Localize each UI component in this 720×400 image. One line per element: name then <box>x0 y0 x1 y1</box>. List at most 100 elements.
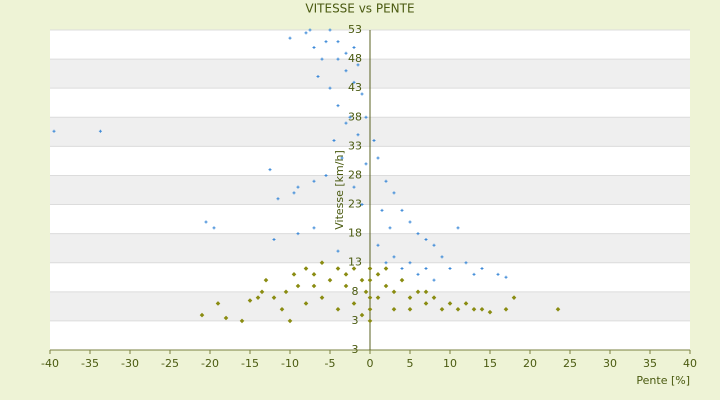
point <box>319 295 325 300</box>
point <box>415 289 421 295</box>
point <box>407 295 413 300</box>
point <box>432 278 436 282</box>
point <box>423 301 429 306</box>
point <box>328 28 332 32</box>
point <box>52 129 56 133</box>
point <box>392 255 396 259</box>
point <box>392 191 396 195</box>
x-tick-label: 15 <box>483 357 497 370</box>
point <box>343 272 349 277</box>
point <box>383 283 389 289</box>
point <box>311 283 317 289</box>
x-tick-label: -35 <box>81 357 99 370</box>
y-tick-label: 28 <box>348 168 362 181</box>
point <box>388 226 392 230</box>
point <box>356 133 360 137</box>
point <box>312 226 316 230</box>
point <box>263 277 269 283</box>
point <box>408 261 412 265</box>
point <box>336 57 340 61</box>
x-tick-label: -40 <box>41 357 59 370</box>
x-tick-label: 5 <box>407 357 414 370</box>
x-tick-label: 0 <box>367 357 374 370</box>
point <box>199 312 205 318</box>
point <box>432 243 436 247</box>
point <box>423 289 429 295</box>
point <box>288 36 292 40</box>
point <box>296 185 300 189</box>
x-tick-label: -20 <box>201 357 219 370</box>
point <box>204 220 208 224</box>
point <box>352 45 356 49</box>
y-tick-label: 23 <box>348 198 362 211</box>
point <box>247 298 253 303</box>
point <box>384 261 388 265</box>
point <box>287 318 293 324</box>
point <box>391 306 397 312</box>
point <box>312 179 316 183</box>
point <box>328 86 332 90</box>
point <box>308 28 312 32</box>
point <box>344 69 348 73</box>
point <box>332 139 336 143</box>
point <box>344 51 348 55</box>
point <box>259 289 265 295</box>
point <box>383 266 389 271</box>
point <box>324 40 328 44</box>
point <box>292 191 296 195</box>
point <box>364 115 368 119</box>
point <box>320 57 324 61</box>
point <box>479 306 485 312</box>
point <box>348 115 352 119</box>
point <box>239 318 245 324</box>
point <box>303 266 309 271</box>
point <box>271 295 277 300</box>
point <box>455 306 461 312</box>
point <box>363 289 369 295</box>
point <box>268 168 272 172</box>
point <box>391 289 397 295</box>
point <box>472 272 476 276</box>
point <box>400 267 404 271</box>
point <box>295 283 301 289</box>
point <box>303 301 309 306</box>
point <box>215 301 221 306</box>
x-tick-label: -25 <box>161 357 179 370</box>
point <box>367 318 373 324</box>
point <box>380 208 384 212</box>
point <box>464 261 468 265</box>
point <box>503 306 509 312</box>
y-tick-label: 8 <box>352 285 359 298</box>
point <box>384 179 388 183</box>
point <box>511 295 517 300</box>
point <box>335 266 341 271</box>
point <box>340 156 344 160</box>
point <box>480 267 484 271</box>
point <box>367 295 373 300</box>
x-axis-title: Pente [%] <box>636 374 690 387</box>
point <box>98 129 102 133</box>
point <box>439 306 445 312</box>
point <box>352 80 356 84</box>
point <box>291 272 297 277</box>
point <box>407 306 413 312</box>
point <box>456 226 460 230</box>
point <box>555 306 561 312</box>
point <box>367 306 373 312</box>
point <box>312 45 316 49</box>
y-tick-label: 53 <box>348 23 362 36</box>
x-tick-label: 40 <box>683 357 697 370</box>
x-tick-label: -15 <box>241 357 259 370</box>
y-tick-label: 43 <box>348 81 362 94</box>
point <box>364 162 368 166</box>
point <box>279 306 285 312</box>
point <box>327 277 333 283</box>
point <box>504 275 508 279</box>
point <box>360 92 364 96</box>
point <box>335 306 341 312</box>
y-tick-label: 18 <box>348 227 362 240</box>
point <box>283 289 289 295</box>
y-tick-label: 48 <box>348 52 362 65</box>
x-tick-label: 20 <box>523 357 537 370</box>
point <box>351 301 357 306</box>
